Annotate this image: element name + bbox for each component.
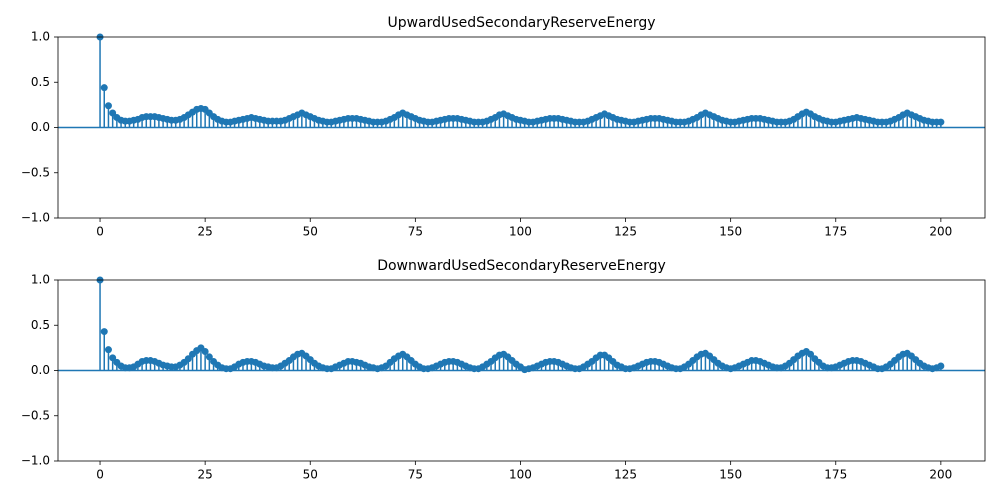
marker [100, 84, 108, 92]
x-tick-label: 0 [96, 225, 104, 239]
marker [937, 362, 945, 370]
x-tick-label: 125 [614, 225, 637, 239]
x-tick-label: 50 [303, 225, 318, 239]
x-tick-label: 175 [824, 225, 847, 239]
y-tick-label: −1.0 [21, 211, 50, 225]
x-tick-label: 200 [929, 468, 952, 482]
y-tick-label: −1.0 [21, 454, 50, 468]
x-tick-label: 25 [198, 225, 213, 239]
x-tick-label: 50 [303, 468, 318, 482]
marker [201, 347, 209, 355]
x-tick-label: 0 [96, 468, 104, 482]
x-tick-label: 200 [929, 225, 952, 239]
y-tick-label: 0.0 [31, 120, 50, 134]
marker [109, 109, 117, 117]
y-tick-label: 1.0 [31, 30, 50, 44]
y-tick-label: 0.5 [31, 75, 50, 89]
marker [937, 118, 945, 126]
x-tick-label: 100 [509, 468, 532, 482]
marker [104, 346, 112, 354]
x-tick-label: 175 [824, 468, 847, 482]
x-tick-label: 25 [198, 468, 213, 482]
y-tick-label: 1.0 [31, 273, 50, 287]
marker [104, 102, 112, 110]
x-tick-label: 75 [408, 468, 423, 482]
marker [109, 354, 117, 362]
y-tick-label: −0.5 [21, 165, 50, 179]
marker [807, 350, 815, 358]
x-tick-label: 100 [509, 225, 532, 239]
x-tick-label: 75 [408, 225, 423, 239]
marker [184, 355, 192, 363]
y-tick-label: 0.0 [31, 363, 50, 377]
marker [205, 353, 213, 361]
x-tick-label: 125 [614, 468, 637, 482]
chart-title: UpwardUsedSecondaryReserveEnergy [387, 15, 655, 31]
x-tick-label: 150 [719, 225, 742, 239]
y-tick-label: −0.5 [21, 408, 50, 422]
chart-title: DownwardUsedSecondaryReserveEnergy [377, 258, 666, 274]
y-tick-label: 0.5 [31, 318, 50, 332]
x-tick-label: 150 [719, 468, 742, 482]
marker [100, 328, 108, 336]
